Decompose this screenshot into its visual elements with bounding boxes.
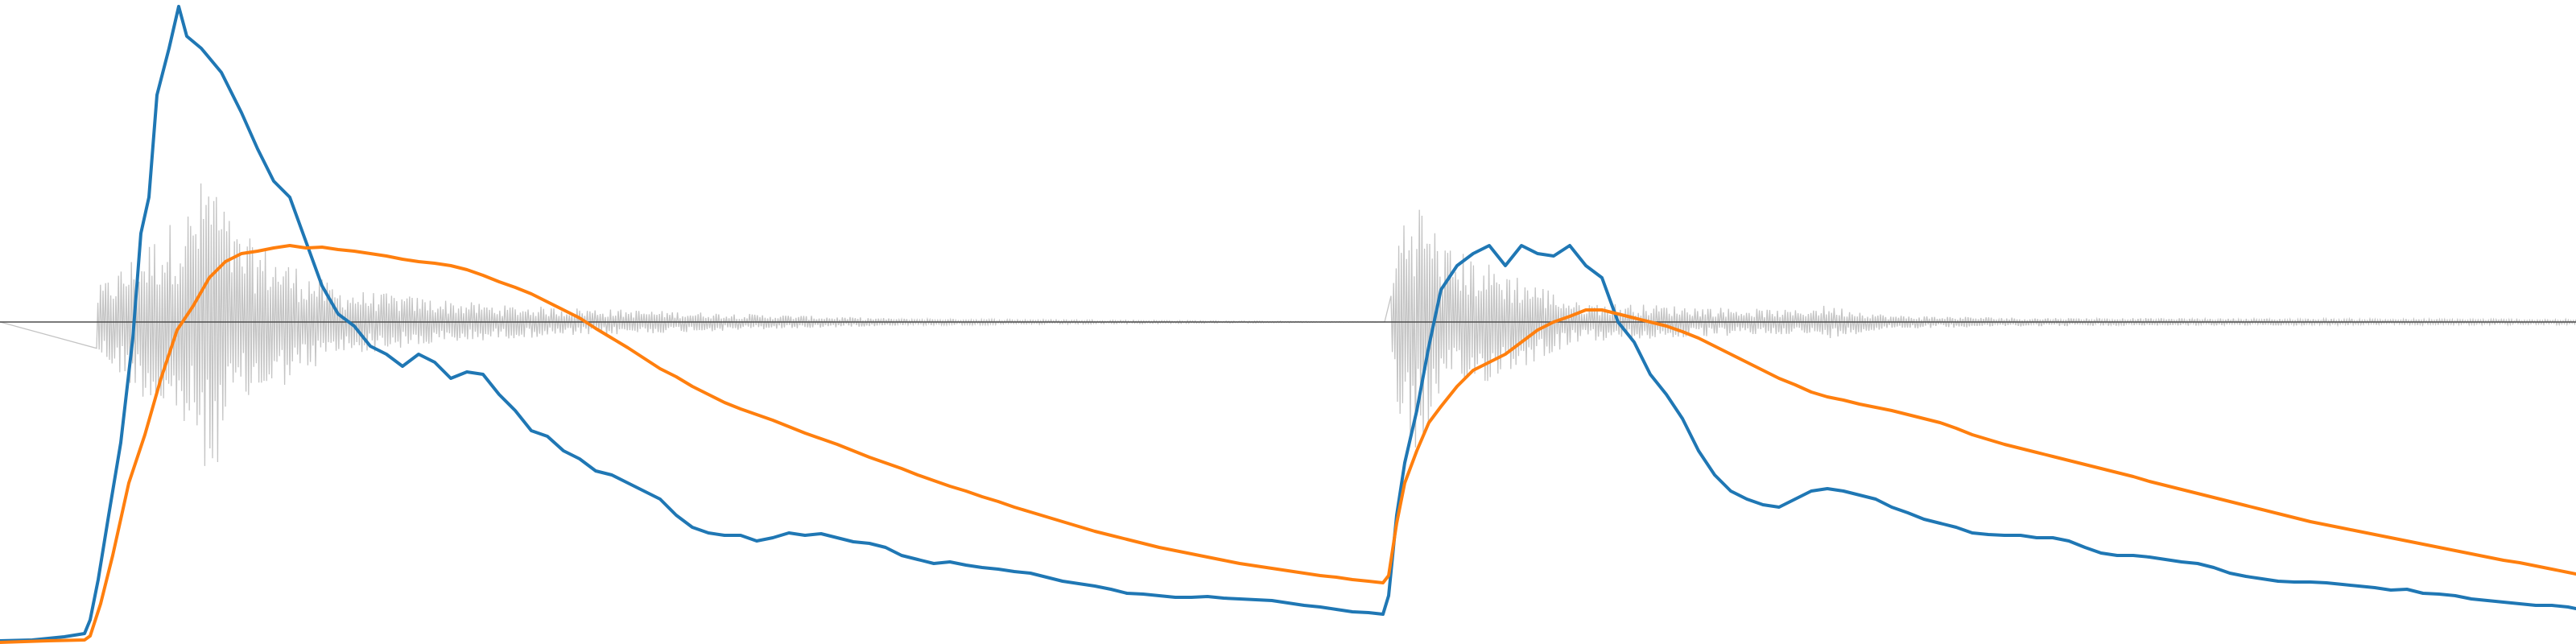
envelope-line [0, 5, 2576, 642]
waveform-line [0, 183, 2576, 466]
series-lines-layer [0, 5, 2576, 644]
waveform-layer [0, 183, 2576, 466]
smoothed-line [0, 244, 2576, 644]
